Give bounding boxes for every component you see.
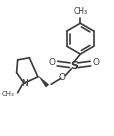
Text: S: S <box>69 61 77 71</box>
Polygon shape <box>39 76 48 87</box>
Text: O: O <box>91 58 98 67</box>
Text: N: N <box>21 79 27 88</box>
Text: CH₃: CH₃ <box>73 7 87 16</box>
Text: O: O <box>48 58 55 67</box>
Text: CH₃: CH₃ <box>2 91 14 97</box>
Text: O: O <box>58 73 65 82</box>
